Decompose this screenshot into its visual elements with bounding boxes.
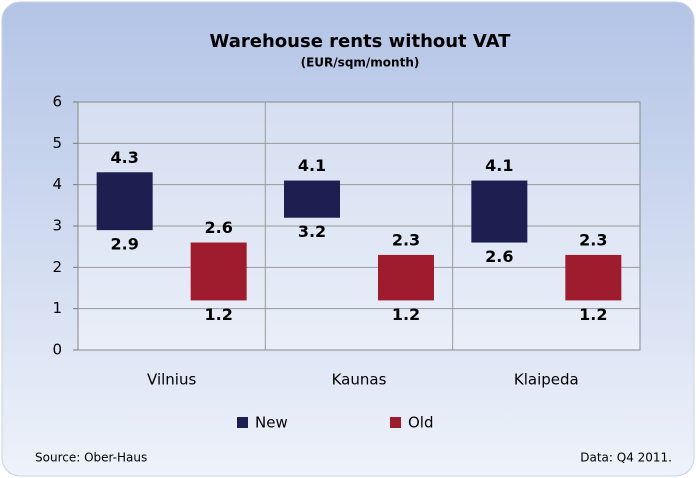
data-label: 4.3	[110, 148, 138, 167]
bar	[96, 172, 153, 231]
x-tick-label: Vilnius	[147, 371, 196, 389]
x-tick-label: Klaipeda	[514, 371, 579, 389]
legend-swatch	[390, 417, 401, 428]
plot-border	[77, 101, 641, 351]
chart-title: Warehouse rents without VAT	[210, 31, 512, 52]
data-label: 2.6	[485, 247, 513, 266]
note: Data: Q4 2011.	[580, 451, 672, 465]
data-label: 2.6	[204, 218, 232, 237]
legend-label: New	[255, 414, 288, 432]
y-tick-label: 5	[52, 134, 62, 152]
bar	[565, 254, 622, 301]
y-tick-label: 4	[52, 175, 62, 193]
data-label: 2.9	[110, 235, 138, 254]
bar	[378, 254, 434, 301]
y-tick-label: 3	[52, 217, 62, 235]
y-tick-label: 0	[52, 341, 62, 359]
data-label: 2.3	[392, 230, 420, 249]
chart-subtitle: (EUR/sqm/month)	[301, 56, 420, 70]
data-label: 1.2	[204, 305, 232, 324]
legend-swatch	[237, 417, 248, 428]
source: Source: Ober-Haus	[35, 451, 147, 465]
data-label: 1.2	[392, 305, 420, 324]
bar	[284, 180, 340, 218]
data-label: 3.2	[298, 222, 326, 241]
bar	[471, 180, 528, 243]
data-label: 4.1	[485, 156, 513, 175]
legend-label: Old	[408, 414, 434, 432]
y-tick-label: 2	[52, 258, 62, 276]
x-tick-label: Kaunas	[332, 371, 387, 389]
data-label: 4.1	[298, 156, 326, 175]
y-tick-label: 6	[52, 93, 62, 111]
data-label: 2.3	[579, 230, 607, 249]
data-label: 1.2	[579, 305, 607, 324]
y-tick-label: 1	[52, 299, 62, 317]
bar	[190, 242, 247, 301]
